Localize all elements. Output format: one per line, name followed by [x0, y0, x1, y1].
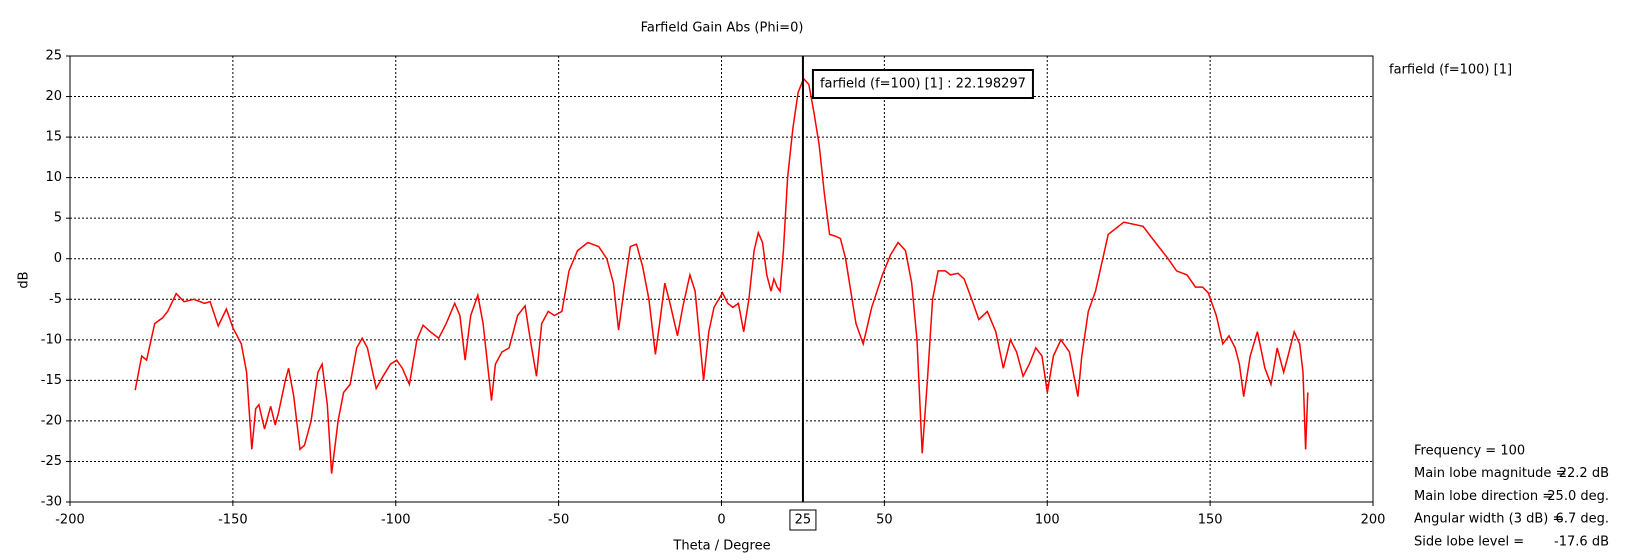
info-value: 25.0 deg.: [1547, 489, 1609, 504]
y-tick-label: 5: [54, 211, 62, 226]
y-tick-label: -25: [41, 454, 62, 469]
info-label: Main lobe magnitude =: [1414, 466, 1566, 481]
y-tick-label: -15: [41, 373, 62, 388]
x-axis-label: Theta / Degree: [672, 539, 770, 554]
marker-x-box: [789, 509, 817, 531]
x-tick-label: 0: [717, 513, 725, 528]
marker-annotation-box: [811, 69, 1034, 99]
x-tick-label: 150: [1198, 513, 1223, 528]
x-tick-label: -50: [548, 513, 569, 528]
y-tick-label: -30: [41, 495, 62, 510]
x-tick-label: 50: [876, 513, 893, 528]
info-label: Angular width (3 dB) =: [1414, 512, 1563, 527]
legend-label: farfield (f=100) [1]: [1389, 63, 1512, 78]
y-tick-label: 10: [45, 170, 62, 185]
info-value: 22.2 dB: [1559, 466, 1609, 481]
plot-area: [69, 55, 1374, 503]
marker-annotation: farfield (f=100) [1] : 22.198297: [820, 77, 1026, 92]
y-tick-label: -20: [41, 413, 62, 428]
x-tick-label: 200: [1361, 513, 1386, 528]
y-tick-label: 25: [45, 49, 62, 64]
data-line: [134, 77, 1309, 474]
x-tick-label: 100: [1035, 513, 1060, 528]
y-tick-label: -5: [49, 292, 62, 307]
info-label: Side lobe level =: [1414, 534, 1524, 549]
y-axis-label: dB: [17, 271, 32, 288]
info-value: 6.7 deg.: [1556, 512, 1609, 527]
y-tick-label: 20: [45, 89, 62, 104]
info-label: Frequency = 100: [1414, 444, 1525, 459]
info-label: Main lobe direction =: [1414, 489, 1553, 504]
x-tick-label: -200: [55, 513, 85, 528]
chart-title: Farfield Gain Abs (Phi=0): [641, 21, 804, 36]
y-tick-label: -10: [41, 332, 62, 347]
x-tick-label: -150: [218, 513, 248, 528]
y-tick-label: 15: [45, 130, 62, 145]
y-tick-label: 0: [54, 251, 62, 266]
info-value: -17.6 dB: [1554, 534, 1609, 549]
marker-x-label: 25: [795, 513, 812, 528]
x-tick-label: -100: [381, 513, 411, 528]
